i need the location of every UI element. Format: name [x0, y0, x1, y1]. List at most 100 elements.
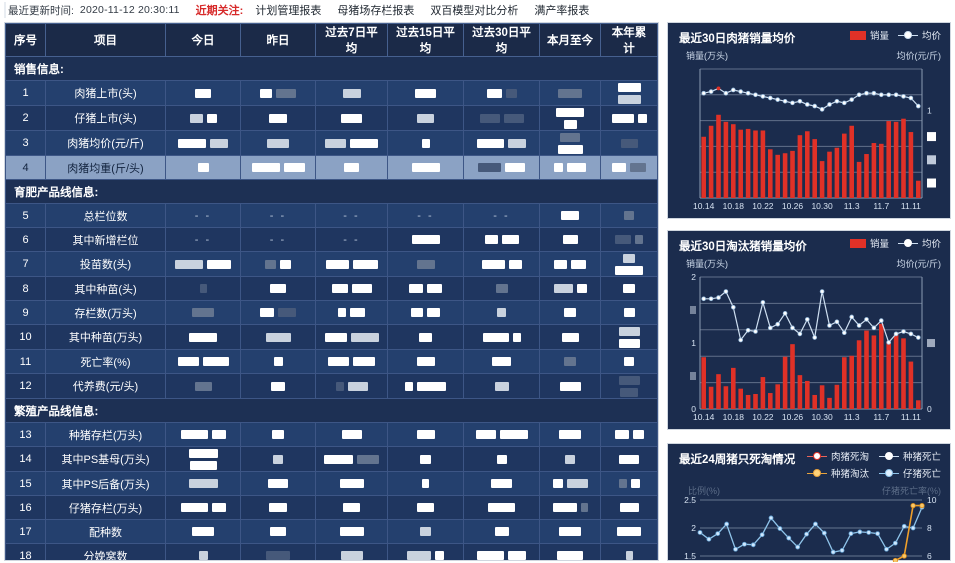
col-month-to-date[interactable]: 本月至今	[539, 23, 601, 57]
chart1-legend-volume[interactable]: 销量	[849, 28, 889, 42]
metrics-table-panel[interactable]: 序号 项目 今日 昨日 过去7日平均 过去15日平均 过去30日平均 本月至今 …	[4, 22, 659, 561]
table-row[interactable]: 6 其中新增栏位 - - - - - -	[5, 227, 658, 252]
table-row[interactable]: 4 肉猪均重(斤/头)	[5, 155, 658, 180]
redacted-value	[268, 479, 288, 489]
chart1-legend-price-label: 均价	[921, 31, 941, 42]
table-cell	[315, 519, 388, 544]
line-dot-icon	[878, 469, 899, 478]
chart3-legend-piglet-death[interactable]: 仔猪死亡	[878, 466, 941, 480]
table-row[interactable]: 15 其中PS后备(万头)	[5, 471, 658, 496]
redacted-value	[561, 211, 579, 221]
chart-panel-fattening-sales[interactable]: 最近30日肉猪销量均价 销量 均价 销量(万头) 均价(元/斤) 10.14 10…	[667, 22, 951, 219]
recent-focus-label: 近期关注:	[195, 5, 244, 17]
table-cell	[600, 471, 658, 496]
table-cell: - -	[240, 203, 316, 228]
table-row[interactable]: 12 代养费(元/头)	[5, 373, 658, 399]
chart1-legend-price[interactable]: 均价	[897, 28, 941, 42]
table-cell	[387, 519, 464, 544]
svg-text:11.11: 11.11	[901, 201, 921, 211]
table-section-title: 繁殖产品线信息:	[5, 398, 658, 423]
table-row[interactable]: 11 死亡率(%)	[5, 349, 658, 374]
table-row[interactable]: 18 分娩窝数	[5, 543, 658, 560]
table-cell	[165, 373, 241, 399]
redacted-value	[267, 138, 289, 148]
redacted-value	[325, 259, 349, 269]
redacted-value	[417, 113, 434, 123]
chart3-legend-fattening-death[interactable]: 肉猪死淘	[806, 449, 869, 463]
col-today[interactable]: 今日	[165, 23, 241, 57]
table-row[interactable]: 8 其中种苗(头)	[5, 276, 658, 301]
redacted-value	[477, 551, 504, 560]
chart1-header: 最近30日肉猪销量均价 销量 均价	[668, 23, 950, 45]
col-avg-15d[interactable]: 过去15日平均	[387, 23, 464, 57]
chart3-legend-breeder-death-label: 种猪死亡	[902, 452, 941, 463]
table-row[interactable]: 2 仔猪上市(头)	[5, 105, 658, 131]
link-sow-farm-inventory-report[interactable]: 母猪场存栏报表	[337, 5, 415, 17]
table-cell: - -	[165, 227, 241, 252]
link-double-hundred-model-analysis[interactable]: 双百模型对比分析	[430, 5, 519, 17]
table-cell	[600, 203, 658, 228]
redacted-value	[415, 88, 436, 98]
table-cell	[315, 80, 388, 106]
table-cell	[387, 324, 464, 350]
link-capacity-rate-report[interactable]: 满产率报表	[534, 5, 590, 17]
table-row[interactable]: 17 配种数	[5, 519, 658, 544]
table-row[interactable]: 1 肉猪上市(头)	[5, 80, 658, 106]
chart-panel-cull-sales[interactable]: 最近30日淘汰猪销量均价 销量 均价 销量(万头) 均价(元/斤) 10.14 1…	[667, 230, 951, 430]
table-row[interactable]: 9 存栏数(万头)	[5, 300, 658, 325]
row-item-name: 仔猪存栏(万头)	[45, 495, 166, 520]
redacted-value	[324, 332, 347, 342]
redacted-value	[197, 163, 209, 173]
table-row[interactable]: 16 仔猪存栏(万头)	[5, 495, 658, 520]
redacted-value	[199, 284, 207, 294]
col-index[interactable]: 序号	[5, 23, 46, 57]
link-plan-management-report[interactable]: 计划管理报表	[255, 5, 322, 17]
table-cell	[240, 300, 316, 325]
table-section-title: 育肥产品线信息:	[5, 179, 658, 204]
row-item-name: 代养费(元/头)	[45, 373, 166, 399]
chart-panel-mortality[interactable]: 最近24周猪只死淘情况 肉猪死淘 种猪死亡 种猪淘汰	[667, 443, 951, 562]
table-cell	[315, 105, 388, 131]
table-cell	[463, 227, 540, 252]
chart2-legend-volume[interactable]: 销量	[849, 236, 889, 250]
col-avg-7d[interactable]: 过去7日平均	[315, 23, 388, 57]
redacted-value	[558, 88, 582, 98]
chart2-legend: 销量 均价	[849, 236, 941, 250]
redacted-value	[419, 332, 432, 342]
bar-swatch-icon	[849, 238, 866, 248]
col-avg-30d[interactable]: 过去30日平均	[463, 23, 540, 57]
redacted-value	[347, 381, 368, 391]
table-row[interactable]: 3 肉猪均价(元/斤)	[5, 130, 658, 156]
redacted-value	[273, 357, 283, 367]
empty-value: - -	[194, 233, 212, 246]
svg-text:11.3: 11.3	[844, 201, 860, 211]
redacted-value	[189, 460, 217, 470]
table-row[interactable]: 13 种猪存栏(万头)	[5, 422, 658, 447]
col-item[interactable]: 项目	[45, 23, 166, 57]
redacted-value	[580, 503, 588, 513]
row-item-name: 配种数	[45, 519, 166, 544]
table-cell	[463, 251, 540, 277]
chart2-legend-price[interactable]: 均价	[897, 236, 941, 250]
empty-value: - -	[343, 233, 360, 246]
table-cell	[539, 300, 601, 325]
table-cell	[240, 349, 316, 374]
redacted-value	[508, 551, 526, 560]
redacted-value	[554, 163, 563, 173]
table-row[interactable]: 14 其中PS基母(万头)	[5, 446, 658, 472]
redacted-value	[552, 503, 577, 513]
table-cell	[463, 155, 540, 180]
col-year-to-date[interactable]: 本年累计	[600, 23, 658, 57]
table-cell	[539, 130, 601, 156]
row-item-name: 肉猪均重(斤/头)	[45, 155, 166, 180]
table-row[interactable]: 5 总栏位数 - - - - - - - - - -	[5, 203, 658, 228]
table-row[interactable]: 7 投苗数(头)	[5, 251, 658, 277]
chart3-legend-breeder-cull[interactable]: 种猪淘汰	[806, 466, 869, 480]
redacted-value	[340, 551, 363, 560]
table-row[interactable]: 10 其中种苗(万头)	[5, 324, 658, 350]
table-cell	[600, 155, 658, 180]
chart2-header: 最近30日淘汰猪销量均价 销量 均价	[668, 231, 950, 253]
col-yesterday[interactable]: 昨日	[240, 23, 316, 57]
table-cell: - -	[165, 203, 241, 228]
chart3-legend-breeder-death[interactable]: 种猪死亡	[878, 449, 941, 463]
